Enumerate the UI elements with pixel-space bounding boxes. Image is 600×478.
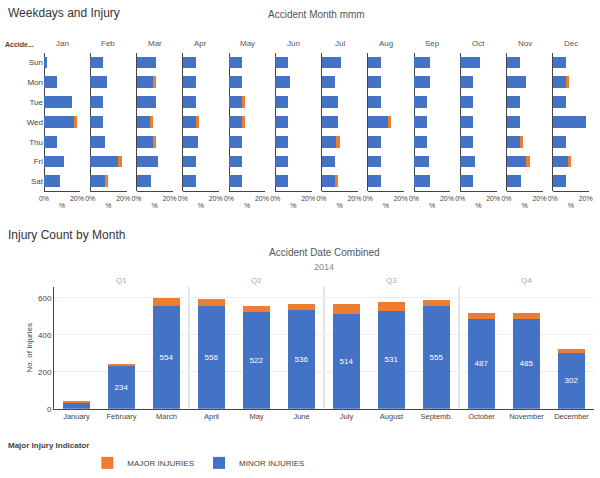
svg-text:Nov: Nov [518,39,532,48]
svg-text:0%: 0% [178,195,188,202]
svg-text:%: % [59,202,65,209]
svg-text:0%: 0% [363,195,373,202]
svg-text:20%: 20% [255,195,269,202]
svg-text:Q3: Q3 [386,276,397,285]
svg-text:Sat: Sat [31,177,44,186]
svg-text:MINOR INJURIES: MINOR INJURIES [239,459,304,468]
svg-text:20%: 20% [162,195,176,202]
svg-text:Aug: Aug [379,39,393,48]
svg-text:August: August [380,412,404,421]
svg-text:Apr: Apr [194,39,207,48]
svg-text:20%: 20% [579,195,593,202]
svg-text:20%: 20% [440,195,454,202]
svg-text:%: % [244,202,250,209]
svg-text:%: % [198,202,204,209]
svg-text:20%: 20% [394,195,408,202]
svg-text:MAJOR INJURIES: MAJOR INJURIES [127,459,194,468]
svg-text:Injury Count by Month: Injury Count by Month [8,228,125,242]
svg-text:0%: 0% [409,195,419,202]
svg-text:Sep: Sep [425,39,440,48]
svg-text:400: 400 [38,331,52,340]
svg-text:Thu: Thu [29,137,43,146]
svg-text:536: 536 [295,355,309,364]
svg-text:%: % [383,202,389,209]
svg-text:December: December [554,412,589,421]
svg-text:Jun: Jun [287,39,300,48]
svg-text:0%: 0% [131,195,141,202]
svg-text:Accident Date Combined: Accident Date Combined [269,247,380,258]
svg-text:Dec: Dec [564,39,578,48]
svg-text:%: % [568,202,574,209]
svg-text:302: 302 [565,376,579,385]
svg-text:0%: 0% [316,195,326,202]
svg-text:January: January [63,412,90,421]
svg-text:October: October [468,412,495,421]
svg-text:Accide...: Accide... [5,41,34,48]
svg-text:March: March [156,412,177,421]
svg-text:555: 555 [430,353,444,362]
svg-text:%: % [475,202,481,209]
svg-text:20%: 20% [347,195,361,202]
svg-text:200: 200 [38,368,52,377]
svg-text:February: February [106,412,136,421]
svg-text:Septemb.: Septemb. [420,412,452,421]
svg-text:0%: 0% [85,195,95,202]
svg-text:Jan: Jan [56,39,69,48]
svg-text:Q2: Q2 [251,276,262,285]
svg-text:June: June [293,412,309,421]
svg-text:Jul: Jul [335,39,345,48]
svg-text:20%: 20% [70,195,84,202]
svg-text:2014: 2014 [314,262,334,272]
svg-text:November: November [509,412,544,421]
svg-text:Q1: Q1 [116,276,127,285]
svg-text:No. of Injuries: No. of Injuries [25,323,34,372]
svg-text:0%: 0% [270,195,280,202]
svg-text:%: % [337,202,343,209]
svg-text:0%: 0% [39,195,49,202]
svg-text:514: 514 [340,357,354,366]
svg-text:%: % [522,202,528,209]
svg-text:487: 487 [475,359,489,368]
svg-text:Sun: Sun [29,58,43,67]
svg-text:Oct: Oct [472,39,485,48]
svg-text:20%: 20% [116,195,130,202]
svg-text:0: 0 [47,404,52,413]
svg-text:Weekdays and Injury: Weekdays and Injury [8,6,120,20]
svg-text:554: 554 [160,353,174,362]
svg-text:485: 485 [520,359,534,368]
svg-text:20%: 20% [209,195,223,202]
svg-text:20%: 20% [532,195,546,202]
svg-text:20%: 20% [301,195,315,202]
svg-text:600: 600 [38,294,52,303]
svg-text:%: % [105,202,111,209]
svg-text:Mon: Mon [27,78,43,87]
svg-text:522: 522 [250,356,264,365]
svg-text:0%: 0% [501,195,511,202]
svg-text:Accident Month mmm: Accident Month mmm [268,9,365,20]
svg-text:Wed: Wed [27,118,43,127]
svg-text:%: % [152,202,158,209]
svg-text:April: April [204,412,219,421]
svg-text:%: % [290,202,296,209]
svg-text:556: 556 [205,353,219,362]
svg-text:Tue: Tue [30,98,44,107]
svg-text:0%: 0% [548,195,558,202]
svg-text:0%: 0% [224,195,234,202]
svg-text:Fri: Fri [34,157,44,166]
svg-text:0%: 0% [455,195,465,202]
svg-text:Major Injury Indicator: Major Injury Indicator [8,441,89,450]
svg-text:July: July [340,412,354,421]
svg-text:234: 234 [115,383,129,392]
svg-text:May: May [240,39,255,48]
svg-text:Q4: Q4 [521,276,532,285]
svg-text:531: 531 [385,355,399,364]
svg-text:Feb: Feb [101,39,115,48]
svg-text:Mar: Mar [148,39,162,48]
svg-text:May: May [249,412,263,421]
svg-text:20%: 20% [486,195,500,202]
svg-text:%: % [429,202,435,209]
